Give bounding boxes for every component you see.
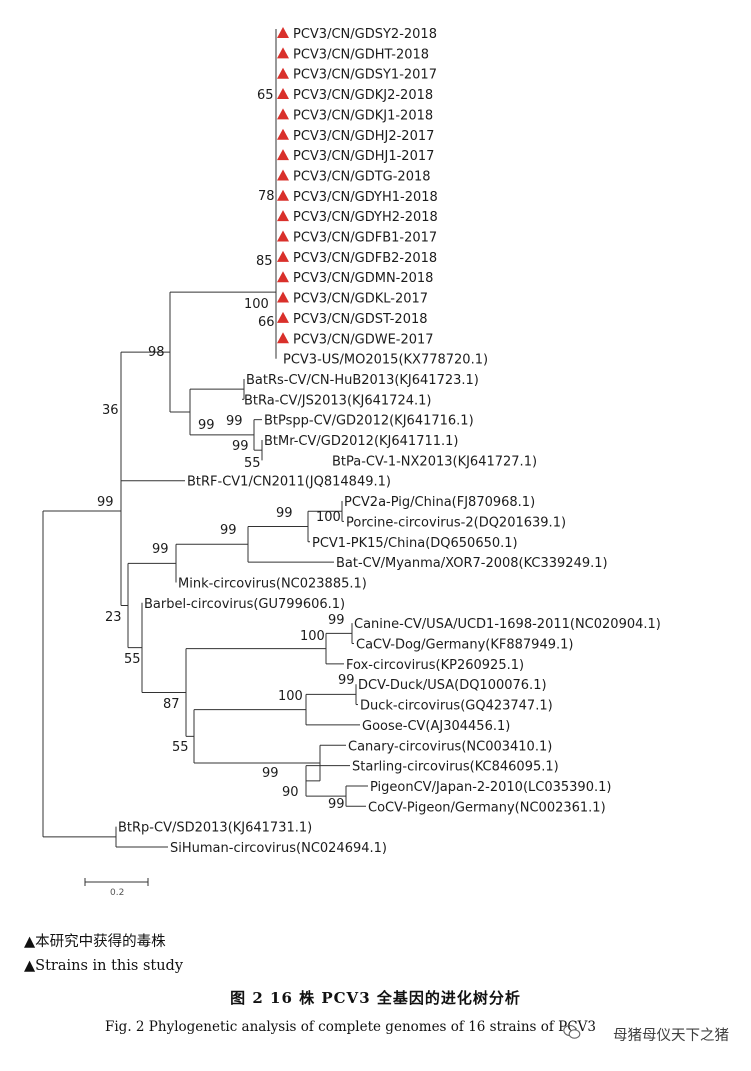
bootstrap-value: 100 bbox=[278, 689, 303, 704]
leaf-label: PCV3/CN/GDYH2-2018 bbox=[293, 210, 438, 225]
leaf-label: Canary-circovirus(NC003410.1) bbox=[348, 739, 552, 754]
strain-marker-icon bbox=[277, 230, 289, 242]
leaf-label: PCV3/CN/GDHJ1-2017 bbox=[293, 149, 434, 164]
phylogenetic-tree: PCV3/CN/GDSY2-2018 PCV3/CN/GDHT-2018 PCV3/… bbox=[42, 27, 661, 898]
watermark-text: 母猪母仪天下之猪 bbox=[613, 1028, 729, 1044]
strain-marker-icon bbox=[277, 189, 289, 201]
leaf-label: PCV3/CN/GDHT-2018 bbox=[293, 47, 429, 62]
strain-marker-icon bbox=[277, 332, 289, 344]
leaf-label: PCV3-US/MO2015(KX778720.1) bbox=[283, 353, 488, 368]
leaf-label: PCV3/CN/GDHJ2-2017 bbox=[293, 129, 434, 144]
bootstrap-value: 99 bbox=[198, 418, 215, 433]
wechat-icon bbox=[563, 1024, 581, 1039]
legend-cn: ▲本研究中获得的毒株 bbox=[24, 934, 166, 950]
leaf-label: PCV3/CN/GDSY2-2018 bbox=[293, 27, 437, 42]
leaf-label: BtPa-CV-1-NX2013(KJ641727.1) bbox=[332, 454, 537, 469]
bootstrap-value: 36 bbox=[102, 403, 119, 418]
bootstrap-value: 100 bbox=[244, 297, 269, 312]
strain-marker-icon bbox=[277, 27, 289, 38]
strain-marker-icon bbox=[277, 149, 289, 161]
leaf-label: PCV1-PK15/China(DQ650650.1) bbox=[312, 536, 518, 551]
leaf-label: BtPspp-CV/GD2012(KJ641716.1) bbox=[264, 414, 474, 429]
leaf-label: PCV3/CN/GDKJ1-2018 bbox=[293, 108, 433, 123]
leaf-label: Barbel-circovirus(GU799606.1) bbox=[144, 597, 345, 612]
bootstrap-value: 99 bbox=[338, 673, 355, 688]
leaf-label: BtRa-CV/JS2013(KJ641724.1) bbox=[244, 393, 431, 408]
leaf-label: PCV2a-Pig/China(FJ870968.1) bbox=[344, 495, 535, 510]
strain-marker-icon bbox=[277, 291, 289, 303]
bootstrap-value: 99 bbox=[220, 523, 237, 538]
leaf-label: PCV3/CN/GDWE-2017 bbox=[293, 332, 434, 347]
leaf-label: PCV3/CN/GDMN-2018 bbox=[293, 271, 433, 286]
leaf-label: PCV3/CN/GDKJ2-2018 bbox=[293, 88, 433, 103]
bootstrap-value: 99 bbox=[276, 506, 293, 521]
bootstrap-value: 65 bbox=[257, 88, 274, 103]
strain-marker-icon bbox=[277, 88, 289, 100]
leaf-label: BtRF-CV1/CN2011(JQ814849.1) bbox=[187, 475, 391, 490]
bootstrap-value: 66 bbox=[258, 315, 275, 330]
strain-marker-icon bbox=[277, 271, 289, 283]
leaf-label: CoCV-Pigeon/Germany(NC002361.1) bbox=[368, 800, 606, 815]
bootstrap-value: 87 bbox=[163, 697, 180, 712]
strain-marker-icon bbox=[277, 169, 289, 181]
leaf-label: SiHuman-circovirus(NC024694.1) bbox=[170, 841, 387, 856]
leaf-label: CaCV-Dog/Germany(KF887949.1) bbox=[356, 638, 573, 653]
leaf-label: Bat-CV/Myanma/XOR7-2008(KC339249.1) bbox=[336, 556, 608, 571]
leaf-label: BtMr-CV/GD2012(KJ641711.1) bbox=[264, 434, 459, 449]
strain-marker-icon bbox=[277, 67, 289, 79]
bootstrap-value: 99 bbox=[328, 797, 345, 812]
bootstrap-value: 98 bbox=[148, 345, 165, 360]
leaf-label: PCV3/CN/GDYH1-2018 bbox=[293, 190, 438, 205]
scale-bar-label: 0.2 bbox=[110, 888, 124, 898]
leaf-label: PCV3/CN/GDKL-2017 bbox=[293, 292, 428, 307]
leaf-label: BtRp-CV/SD2013(KJ641731.1) bbox=[118, 821, 312, 836]
leaf-label: Starling-circovirus(KC846095.1) bbox=[352, 760, 559, 775]
leaf-label: PigeonCV/Japan-2-2010(LC035390.1) bbox=[370, 780, 611, 795]
bootstrap-value: 100 bbox=[316, 510, 341, 525]
bootstrap-value: 23 bbox=[105, 610, 122, 625]
bootstrap-value: 55 bbox=[172, 740, 189, 755]
leaf-label: Mink-circovirus(NC023885.1) bbox=[178, 576, 367, 591]
strain-marker-icon bbox=[277, 250, 289, 262]
strain-marker-icon bbox=[277, 108, 289, 120]
bootstrap-value: 55 bbox=[124, 652, 141, 667]
bootstrap-value: 99 bbox=[328, 613, 345, 628]
bootstrap-value: 100 bbox=[300, 629, 325, 644]
strain-marker-icon bbox=[277, 128, 289, 140]
bootstrap-value: 90 bbox=[282, 785, 299, 800]
leaf-label: PCV3/CN/GDTG-2018 bbox=[293, 169, 431, 184]
strain-marker-icon bbox=[277, 47, 289, 59]
leaf-label: DCV-Duck/USA(DQ100076.1) bbox=[358, 678, 547, 693]
strain-marker-icon bbox=[277, 210, 289, 222]
leaf-label: PCV3/CN/GDFB1-2017 bbox=[293, 231, 437, 246]
bootstrap-value: 99 bbox=[232, 439, 249, 454]
leaf-label: Duck-circovirus(GQ423747.1) bbox=[360, 699, 553, 714]
bootstrap-value: 85 bbox=[256, 254, 273, 269]
bootstrap-value: 55 bbox=[244, 456, 261, 471]
bootstrap-value: 99 bbox=[226, 414, 243, 429]
figure-title-cn: 图 2 16 株 PCV3 全基因的进化树分析 bbox=[230, 989, 521, 1007]
leaf-label: PCV3/CN/GDSY1-2017 bbox=[293, 68, 437, 83]
strain-marker-icon bbox=[277, 311, 289, 323]
bootstrap-value: 78 bbox=[258, 189, 275, 204]
bootstrap-value: 99 bbox=[152, 542, 169, 557]
bootstrap-value: 99 bbox=[97, 495, 114, 510]
leaf-label: BatRs-CV/CN-HuB2013(KJ641723.1) bbox=[246, 373, 479, 388]
leaf-label: PCV3/CN/GDST-2018 bbox=[293, 312, 428, 327]
leaf-label: Canine-CV/USA/UCD1-1698-2011(NC020904.1) bbox=[354, 617, 661, 632]
leaf-label: Porcine-circovirus-2(DQ201639.1) bbox=[346, 515, 566, 530]
leaf-label: PCV3/CN/GDFB2-2018 bbox=[293, 251, 437, 266]
figure-title-en: Fig. 2 Phylogenetic analysis of complete… bbox=[105, 1019, 596, 1035]
bootstrap-value: 99 bbox=[262, 766, 279, 781]
leaf-label: Fox-circovirus(KP260925.1) bbox=[346, 658, 524, 673]
leaf-label: Goose-CV(AJ304456.1) bbox=[362, 719, 510, 734]
legend-en: ▲Strains in this study bbox=[24, 958, 184, 974]
